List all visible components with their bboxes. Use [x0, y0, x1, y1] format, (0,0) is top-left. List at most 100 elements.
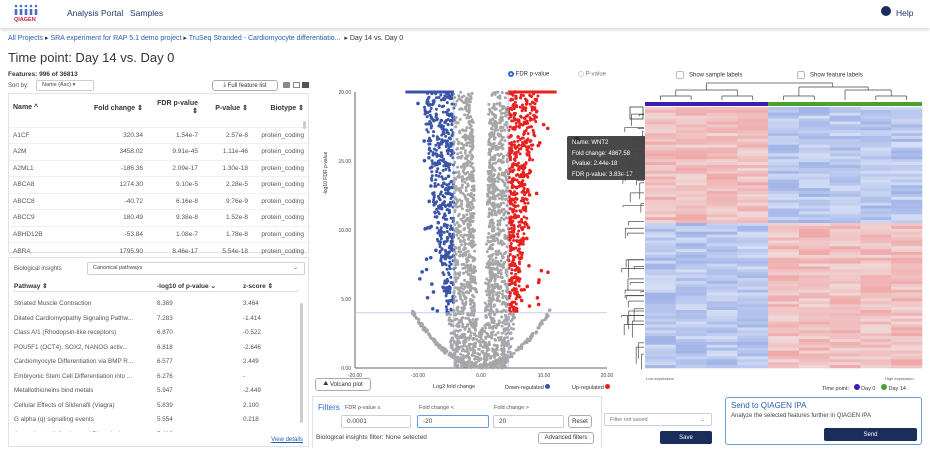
point	[432, 147, 436, 151]
advanced-filters-button[interactable]: Advanced filters	[538, 432, 594, 444]
volcano-plot-button[interactable]: ⛰ Volcano plot	[315, 378, 371, 391]
heatmap-cell	[798, 191, 830, 195]
fold-change-lt-input[interactable]	[417, 415, 489, 428]
col-pvalue[interactable]: P-value ⇕	[215, 104, 248, 112]
pathway-row[interactable]: Class A/1 (Rhodopsin-like receptors) 6.87…	[14, 329, 299, 344]
table-row[interactable]: A1CF 320.34 1.54e-7 2.57e-8 protein_coding	[9, 126, 308, 144]
table-row[interactable]: ABCA8 1274.30 9.10e-5 2.28e-5 protein_coding	[9, 176, 308, 193]
point	[434, 173, 438, 177]
saved-filter-select[interactable]: Filter not saved ⌄	[604, 413, 712, 426]
col-pathway[interactable]: Pathway ⇕	[14, 283, 48, 290]
heatmap-cell	[860, 249, 892, 253]
pathway-row[interactable]: Cardiomyocyte Differentiation via BMP R.…	[14, 358, 299, 373]
show-sample-labels[interactable]: Show sample labels	[676, 71, 742, 79]
heatmap-cell	[737, 318, 769, 322]
point	[464, 143, 468, 147]
grid-icon[interactable]	[293, 82, 300, 88]
point	[490, 127, 494, 131]
heatmap-cell	[829, 159, 861, 163]
pathway-row[interactable]: POU5F1 (OCT4), SOX2, NANOG activ... 6.818…	[14, 344, 299, 359]
point	[522, 190, 526, 194]
col-zscore[interactable]: z-score ⇕	[243, 283, 274, 290]
heatmap-cell	[860, 107, 892, 111]
full-feature-list-button[interactable]: ⤓ Full feature list	[212, 80, 278, 91]
view-details-link[interactable]: View details	[271, 437, 303, 443]
heatmap[interactable]	[618, 80, 923, 372]
pathway-row[interactable]: Embryonic Stem Cell Differentiation into…	[14, 373, 299, 388]
pathway-row[interactable]: Striated Muscle Contraction 8.369 3.464	[14, 300, 299, 315]
camera-icon[interactable]	[283, 82, 290, 88]
send-button[interactable]: Send	[824, 428, 917, 441]
nav-samples[interactable]: Samples	[130, 8, 164, 18]
point	[500, 331, 504, 335]
pathway-row[interactable]: Cellular Effects of Sildenafil (Viagra) 5…	[14, 402, 299, 417]
radio-fdr[interactable]: FDR p-value	[508, 71, 549, 78]
table-row[interactable]: A2M 3458.02 9.91e-45 1.11e-46 protein_coding	[9, 143, 308, 160]
breadcrumb-project[interactable]: SRA experiment for RAP 5.1 demo project	[50, 35, 182, 42]
col-fdr[interactable]: FDR p-value ⇕	[157, 100, 198, 115]
table-row[interactable]: ABRA 1795.90 8.46e-17 5.54e-18 protein_codin…	[9, 242, 308, 259]
heatmap-cell	[768, 295, 800, 299]
table-row[interactable]: A2ML1 -186.36 2.09e-17 1.30e-18 protein_codi…	[9, 159, 308, 177]
point	[431, 150, 435, 154]
fdr-input[interactable]	[341, 415, 411, 428]
help-icon[interactable]	[881, 6, 891, 16]
point	[457, 186, 461, 190]
pathway-row[interactable]: G alpha (q) signalling events 5.554 0.218	[14, 416, 299, 431]
table-row[interactable]: ABHD12B -53.84 1.08e-7 1.78e-8 protein_codin…	[9, 225, 308, 243]
insights-select[interactable]: Canonical pathways ⌄	[87, 262, 305, 275]
insights-scrollbar[interactable]	[300, 303, 303, 423]
reset-button[interactable]: Reset	[568, 415, 592, 428]
breadcrumb-all-projects[interactable]: All Projects	[8, 35, 44, 42]
pathway-row[interactable]: Agranulocyte Adhesion and Diapedesis5.41…	[14, 431, 299, 433]
y-tick-label: 15.00	[338, 159, 351, 165]
table-icon[interactable]	[302, 82, 309, 88]
point	[463, 242, 467, 246]
point	[519, 115, 523, 119]
table-row[interactable]: ABCC9 180.49 9.38e-8 1.52e-8 protein_coding	[9, 209, 308, 226]
heatmap-cell	[860, 217, 892, 221]
point	[486, 239, 490, 243]
save-filter-button[interactable]: Save	[660, 431, 712, 444]
point	[461, 308, 465, 312]
fold-change-gt-input[interactable]	[493, 415, 564, 428]
heatmap-cell	[645, 281, 677, 285]
point	[432, 118, 436, 123]
nav-analysis-portal[interactable]: Analysis Portal	[67, 8, 124, 18]
point	[511, 93, 515, 97]
col-biotype[interactable]: Biotype ⇕	[270, 104, 304, 112]
biotype-cell: protein_coding	[252, 126, 308, 144]
heatmap-cell	[798, 344, 830, 348]
sort-select[interactable]: Name (Asc) ▾	[36, 80, 94, 91]
show-feature-labels[interactable]: Show feature labels	[797, 71, 863, 79]
heatmap-cell	[891, 112, 923, 116]
point	[430, 306, 435, 311]
radio-pvalue[interactable]: P-value	[578, 71, 606, 78]
heatmap-cell	[860, 225, 892, 230]
point	[471, 219, 475, 223]
col-fold-change[interactable]: Fold change ⇕	[93, 104, 143, 112]
qiagen-logo[interactable]: QIAGEN	[13, 4, 41, 22]
point	[514, 209, 518, 213]
point	[465, 213, 469, 217]
table-row[interactable]: ABCC8 -40.72 6.16e-8 9.76e-9 protein_coding	[9, 192, 308, 210]
heatmap-cell	[829, 231, 861, 235]
point	[422, 139, 426, 143]
heatmap-cell	[706, 333, 738, 337]
heatmap-cell	[675, 249, 707, 253]
biological-insights-panel: Biological insights Canonical pathways ⌄ …	[8, 257, 309, 447]
heatmap-cell	[768, 286, 800, 290]
point	[449, 144, 453, 148]
heatmap-cell	[798, 217, 830, 221]
help-link[interactable]: Help	[896, 8, 914, 18]
table-scrollbar[interactable]	[303, 121, 306, 129]
heatmap-cell	[706, 170, 738, 174]
pathway-row[interactable]: Metallothioneins bind metals 5.947 -2.449	[14, 387, 299, 402]
breadcrumb-experiment[interactable]: TruSeq Stranded - Cardiomyocyte differen…	[188, 35, 341, 42]
point	[498, 109, 502, 113]
point	[496, 260, 500, 264]
pathway-row[interactable]: Dilated Cardiomyopathy Signaling Pathw..…	[14, 315, 299, 330]
col-log10-pvalue[interactable]: -log10 of p-value ⌄	[157, 283, 216, 290]
col-name[interactable]: Name ^	[13, 104, 39, 111]
